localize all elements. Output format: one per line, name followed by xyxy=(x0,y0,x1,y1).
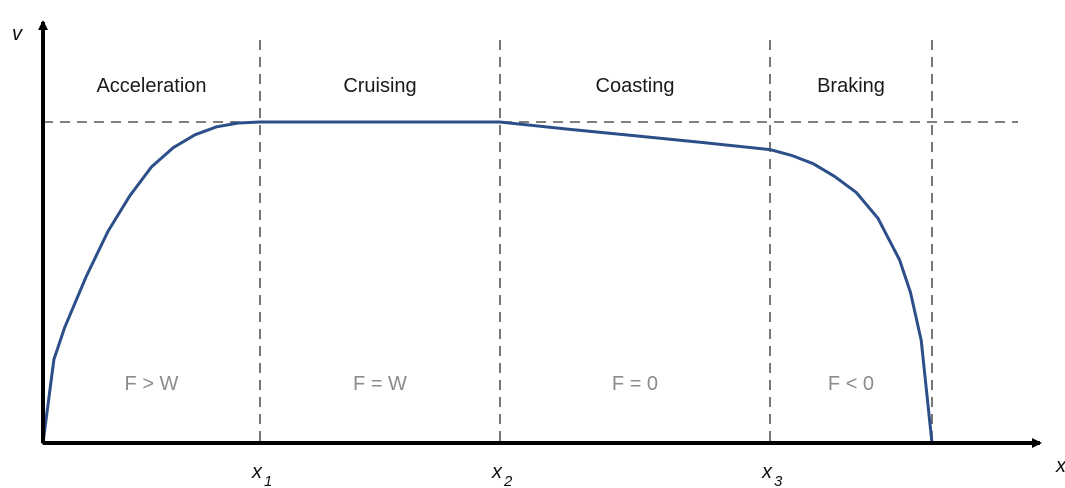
force-label-4: F < 0 xyxy=(828,373,874,395)
x-marker-main: x xyxy=(251,461,263,483)
x-marker-main: x xyxy=(761,461,773,483)
phase-label-3: Coasting xyxy=(596,75,675,97)
x-marker-sub: 1 xyxy=(264,473,272,488)
labels: v x Acceleration F > W Cruising F = W Coasting… xyxy=(12,23,1065,488)
axes xyxy=(38,20,1042,448)
force-label-2: F = W xyxy=(353,373,407,395)
force-label-1: F > W xyxy=(125,373,179,395)
phase-label-1: Acceleration xyxy=(96,75,206,97)
velocity-curve xyxy=(41,120,934,445)
x-axis-label: x xyxy=(1055,455,1065,477)
y-axis-label: v xyxy=(12,23,23,45)
guide-lines xyxy=(43,40,1018,443)
curve-layer xyxy=(41,120,934,445)
phase-label-2: Cruising xyxy=(343,75,416,97)
x-marker-sub: 2 xyxy=(503,473,513,488)
force-label-3: F = 0 xyxy=(612,373,658,395)
x-marker-sub: 3 xyxy=(774,473,783,488)
phase-label-4: Braking xyxy=(817,75,885,97)
x-marker-main: x xyxy=(491,461,503,483)
